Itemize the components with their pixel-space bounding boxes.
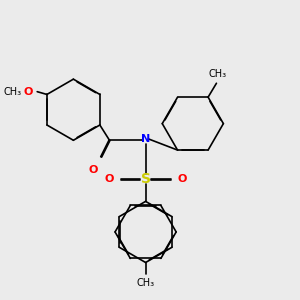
Text: O: O — [24, 87, 33, 97]
Text: N: N — [141, 134, 150, 144]
Text: O: O — [178, 174, 187, 184]
Text: S: S — [141, 172, 151, 186]
Text: CH₃: CH₃ — [209, 69, 227, 79]
Text: CH₃: CH₃ — [136, 278, 155, 288]
Text: CH₃: CH₃ — [4, 87, 22, 97]
Text: O: O — [88, 165, 98, 175]
Text: O: O — [104, 174, 114, 184]
